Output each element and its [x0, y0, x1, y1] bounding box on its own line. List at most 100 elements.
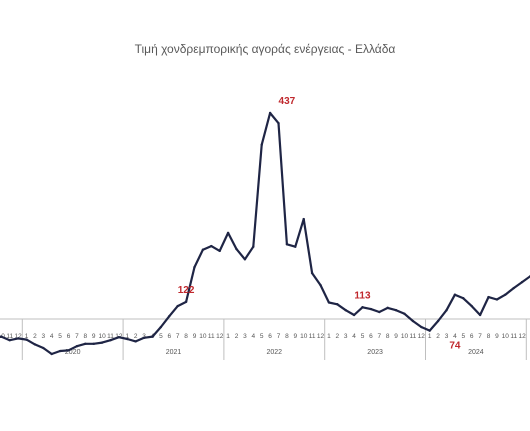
data-point	[42, 346, 45, 350]
x-tick-label: 10	[300, 333, 308, 340]
x-tick-label: 12	[14, 333, 22, 340]
x-tick-label: 10	[199, 333, 207, 340]
x-tick-label: 11	[410, 333, 417, 340]
data-point	[403, 312, 406, 316]
x-tick-label: 3	[142, 333, 146, 340]
data-point	[336, 303, 339, 306]
x-tick-label: 12	[418, 333, 426, 340]
data-point	[159, 325, 163, 329]
x-tick-label: 7	[478, 333, 482, 340]
data-point	[394, 309, 398, 312]
data-point	[218, 249, 221, 253]
data-point	[411, 319, 415, 323]
data-point	[176, 304, 179, 308]
data-point	[361, 306, 364, 309]
data-point	[235, 247, 238, 251]
x-tick-label: 1	[226, 333, 230, 340]
data-point	[495, 298, 499, 301]
x-tick-label: 4	[50, 333, 54, 340]
data-point	[420, 325, 423, 329]
x-tick-label: 8	[487, 333, 491, 340]
data-point	[470, 304, 473, 308]
x-tick-label: 10	[401, 333, 409, 340]
x-tick-label: 8	[83, 333, 87, 340]
x-tick-label: 9	[193, 333, 197, 340]
data-point	[369, 307, 373, 311]
data-point	[487, 295, 490, 299]
x-tick-label: 2	[235, 333, 239, 340]
x-tick-label: 4	[352, 333, 356, 340]
x-tick-label: 8	[285, 333, 289, 340]
x-tick-label: 1	[327, 333, 331, 340]
data-point	[84, 342, 87, 346]
data-point	[352, 313, 356, 317]
data-point	[58, 349, 62, 353]
x-tick-label: 11	[208, 333, 215, 340]
x-tick-label: 7	[277, 333, 281, 340]
x-tick-label: 2	[134, 333, 138, 340]
data-point	[436, 319, 440, 323]
data-label: 122	[178, 285, 195, 296]
data-point	[67, 349, 70, 352]
data-point	[50, 352, 53, 356]
data-point	[252, 245, 255, 248]
data-point	[0, 335, 3, 338]
x-tick-label: 3	[445, 333, 449, 340]
x-tick-label: 11	[309, 333, 316, 340]
year-label: 2021	[166, 349, 182, 356]
x-tick-label: 9	[495, 333, 499, 340]
x-tick-label: 5	[58, 333, 62, 340]
data-point	[134, 340, 137, 343]
x-tick-label: 10	[98, 333, 106, 340]
year-label: 2020	[65, 349, 81, 356]
data-point	[302, 217, 305, 221]
x-tick-label: 12	[518, 333, 526, 340]
data-point	[445, 309, 448, 312]
data-point	[25, 338, 28, 341]
x-tick-label: 6	[470, 333, 474, 340]
data-point	[453, 293, 457, 296]
x-tick-label: 8	[386, 333, 390, 340]
data-point	[117, 336, 121, 339]
x-tick-label: 7	[75, 333, 79, 340]
data-point	[226, 231, 230, 235]
x-tick-label: 2	[436, 333, 440, 340]
x-tick-label: 2	[33, 333, 37, 340]
x-tick-label: 5	[461, 333, 465, 340]
data-label: 437	[279, 96, 296, 107]
data-point	[92, 342, 95, 346]
series-line	[0, 111, 530, 356]
x-tick-label: 1	[428, 333, 432, 340]
x-axis: 9101112123456789101112123456789101112123…	[0, 318, 530, 360]
data-point	[378, 310, 381, 314]
x-tick-label: 4	[453, 333, 457, 340]
year-label: 2023	[367, 349, 383, 356]
data-point	[151, 335, 154, 338]
data-point	[268, 111, 272, 115]
data-point	[319, 283, 322, 287]
data-point	[512, 286, 515, 290]
data-point	[126, 337, 129, 341]
x-tick-label: 5	[361, 333, 365, 340]
x-tick-label: 6	[268, 333, 272, 340]
data-point	[462, 297, 465, 300]
data-label: 113	[354, 290, 371, 301]
data-point	[327, 301, 331, 304]
x-tick-label: 3	[41, 333, 45, 340]
data-point	[142, 336, 146, 340]
x-tick-label: 9	[394, 333, 398, 340]
x-tick-label: 6	[369, 333, 373, 340]
x-tick-label: 6	[167, 333, 171, 340]
x-tick-label: 9	[92, 333, 96, 340]
x-tick-label: 4	[251, 333, 255, 340]
data-point	[428, 329, 431, 332]
data-point	[294, 245, 297, 248]
x-tick-label: 2	[335, 333, 339, 340]
data-point	[344, 309, 347, 312]
year-label: 2022	[267, 349, 283, 356]
data-point	[75, 345, 79, 348]
data-point	[33, 343, 37, 346]
data-point	[260, 143, 263, 146]
series-line-group	[0, 111, 530, 356]
